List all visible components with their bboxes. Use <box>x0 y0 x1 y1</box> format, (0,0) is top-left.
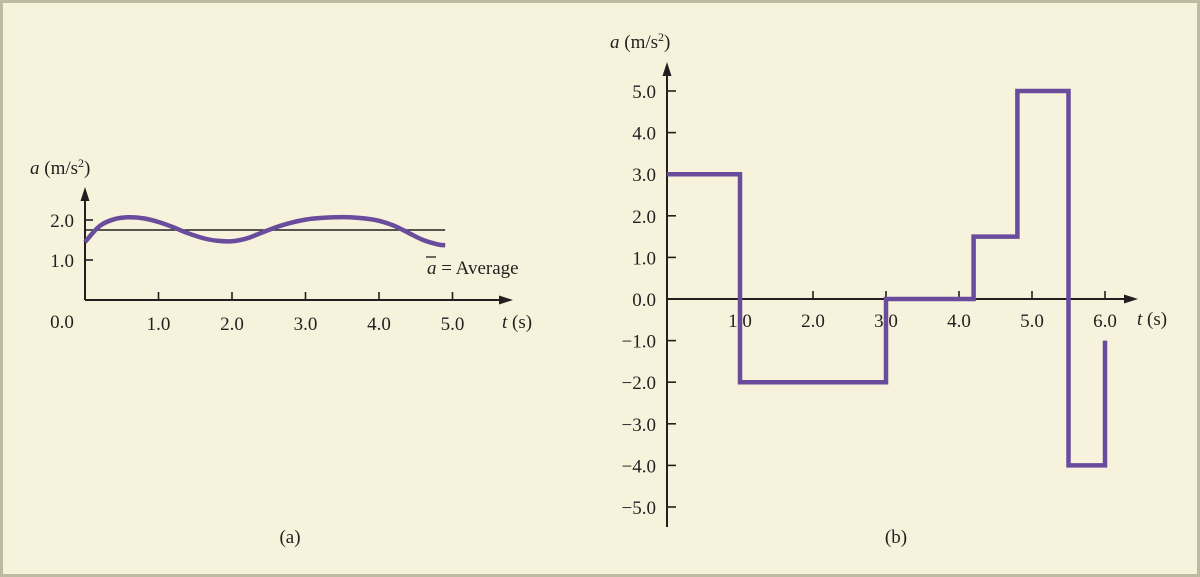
chart-b-y-tick-label: 5.0 <box>632 82 656 103</box>
chart-b-y-label: a (m/s2) <box>610 30 670 53</box>
chart-b-y-tick-label: −2.0 <box>622 373 656 394</box>
chart-a-acceleration-curve <box>83 214 446 248</box>
chart-b-x-axis-arrow <box>1124 294 1138 304</box>
chart-b-y-tick-label: −3.0 <box>622 415 656 436</box>
chart-b-x-tick-label: 4.0 <box>947 311 971 332</box>
chart-b-x-label: t (s) <box>1137 309 1167 330</box>
chart-a-origin-label: 0.0 <box>50 312 74 333</box>
chart-a-y-tick-label: 2.0 <box>50 211 74 232</box>
chart-b-y-tick-label: 2.0 <box>632 207 656 228</box>
chart-a-x-tick-label: 4.0 <box>367 314 391 335</box>
chart-b-x-ticks: 1.0 2.0 3.0 4.0 5.0 6.0 <box>728 291 1117 332</box>
chart-b-x-tick-label: 5.0 <box>1020 311 1044 332</box>
chart-a-x-axis-arrow <box>499 295 513 305</box>
chart-b-x-tick-label: 2.0 <box>801 311 825 332</box>
chart-b-y-tick-label: 1.0 <box>632 248 656 269</box>
chart-a-panel-label: (a) <box>279 527 300 548</box>
chart-a: a (m/s2) t (s) 0.0 1.0 2.0 3.0 4.0 5.0 1.0 2.… <box>30 156 532 548</box>
chart-b-y-tick-label: 4.0 <box>632 124 656 145</box>
chart-b-y-tick-label: −5.0 <box>622 498 656 519</box>
chart-a-y-ticks: 1.0 2.0 <box>50 211 93 272</box>
chart-b-y-tick-label: 0.0 <box>632 290 656 311</box>
chart-a-y-axis-arrow <box>80 187 90 201</box>
chart-b-y-axis-arrow <box>662 62 672 76</box>
chart-a-average-annotation: a = Average <box>427 258 519 279</box>
chart-b: a (m/s2) t (s) 1.0 2.0 3.0 4.0 5.0 6.0 5.0 4.0… <box>610 30 1167 548</box>
chart-a-x-tick-label: 3.0 <box>294 314 318 335</box>
chart-b-y-tick-label: −4.0 <box>622 456 656 477</box>
chart-b-panel-label: (b) <box>885 527 907 548</box>
chart-a-x-label: t (s) <box>502 312 532 333</box>
chart-b-x-tick-label: 6.0 <box>1093 311 1117 332</box>
chart-b-y-tick-label: 3.0 <box>632 165 656 186</box>
chart-a-y-tick-label: 1.0 <box>50 251 74 272</box>
chart-a-x-tick-label: 5.0 <box>441 314 465 335</box>
chart-a-y-label: a (m/s2) <box>30 156 90 179</box>
chart-a-x-tick-label: 2.0 <box>220 314 244 335</box>
chart-a-x-ticks: 1.0 2.0 3.0 4.0 5.0 <box>147 292 465 335</box>
chart-a-x-tick-label: 1.0 <box>147 314 171 335</box>
chart-b-acceleration-step-line <box>667 88 1108 468</box>
chart-b-y-ticks: 5.0 4.0 3.0 2.0 1.0 0.0 −1.0 −2.0 −3.0 −4.0 −5.0 <box>622 82 676 519</box>
chart-b-y-tick-label: −1.0 <box>622 332 656 353</box>
